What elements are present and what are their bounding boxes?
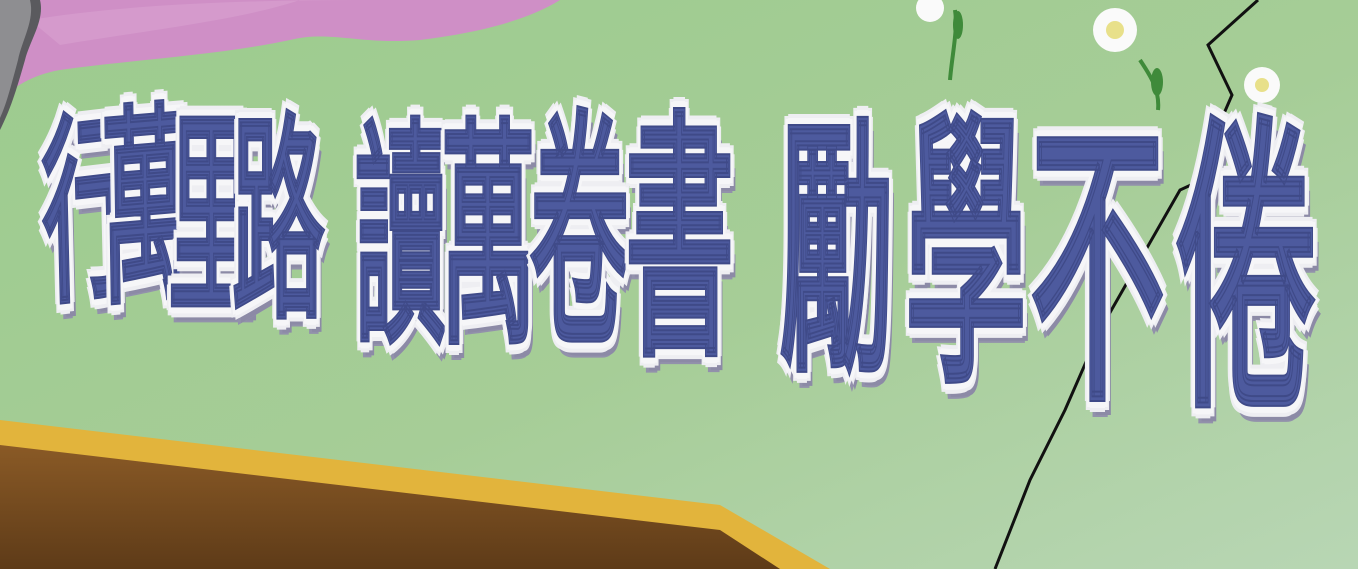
flower-icon: [916, 0, 963, 81]
brown-frame: [0, 445, 780, 569]
corner-shape: [0, 0, 42, 130]
flower-icon: [1244, 67, 1280, 103]
crack-line: [993, 0, 1260, 569]
flower-icon: [1093, 8, 1163, 111]
